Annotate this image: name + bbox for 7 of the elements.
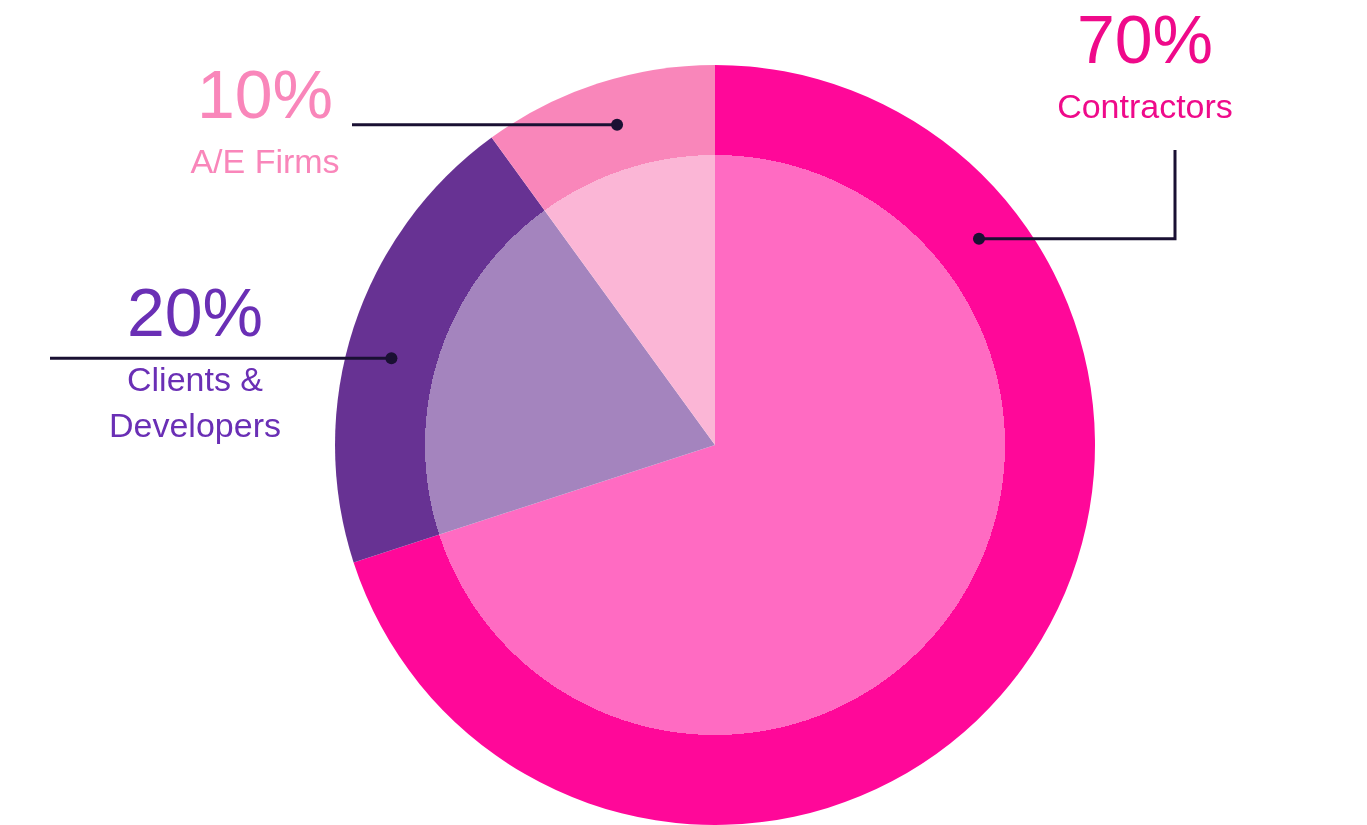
data-label: 10% (196, 55, 334, 132)
pie-slice (491, 65, 715, 445)
data-label: 20% (126, 273, 264, 350)
data-label: 70% (1076, 0, 1214, 77)
slice-label: Clients & Developers (109, 359, 281, 444)
slice-label: Contractors (1057, 86, 1233, 125)
slice-label: A/E Firms (190, 141, 340, 180)
